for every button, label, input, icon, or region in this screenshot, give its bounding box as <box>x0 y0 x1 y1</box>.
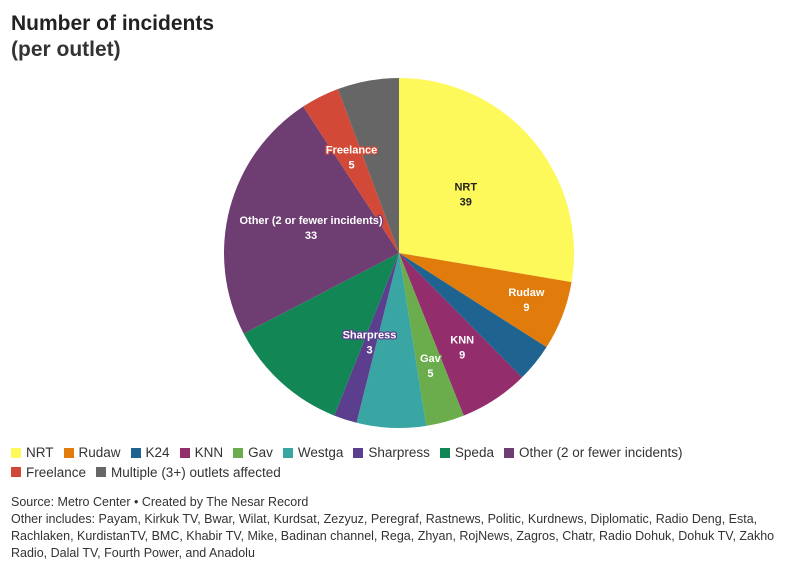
slice-label-value: 5 <box>427 368 433 380</box>
slice-label-nrt: NRT 39 <box>454 182 477 209</box>
slice-label-value: 9 <box>523 302 529 314</box>
legend-label: Other (2 or fewer incidents) <box>518 445 683 460</box>
legend-swatch <box>11 447 21 458</box>
slice-label-name: KNN <box>450 335 474 347</box>
legend-item-rudaw: Rudaw <box>63 443 121 462</box>
pie-slice-gav <box>399 253 464 426</box>
legend-item-multiple-3-outlets-affected: Multiple (3+) outlets affected <box>96 463 281 482</box>
slice-label-knn: KNN 9 <box>449 333 475 363</box>
slice-label-value: 5 <box>349 159 355 171</box>
slice-label-value: 9 <box>459 350 465 362</box>
legend-label: Westga <box>297 445 344 460</box>
legend-item-sharpress: Sharpress <box>353 443 430 462</box>
slice-label-name: Sharpress <box>343 330 397 342</box>
legend-swatch <box>63 447 74 458</box>
legend-label: Speda <box>454 445 494 460</box>
legend-label: Multiple (3+) outlets affected <box>111 464 281 480</box>
legend-item-other-2-or-fewer-incidents: Other (2 or fewer incidents) <box>503 443 683 462</box>
slice-label-name: Gav <box>420 353 442 365</box>
slice-label-value: 3 <box>366 345 372 357</box>
legend-swatch <box>179 447 190 458</box>
legend-label: KNN <box>194 445 224 460</box>
slice-label-other-2-or-fewer-incidents: Other (2 or fewer incidents) 33 <box>238 214 384 244</box>
legend-swatch <box>233 447 244 458</box>
pie-slice-nrt <box>399 78 574 283</box>
legend-swatch <box>353 447 364 458</box>
slice-label-value: 39 <box>460 197 472 209</box>
pie-slice-other-2-or-fewer-incidents <box>224 106 399 334</box>
chart-subtitle: (per outlet) <box>11 38 121 61</box>
legend-swatch <box>282 447 293 458</box>
legend-item-speda: Speda <box>439 443 494 462</box>
other-includes-note: Other includes: Payam, Kirkuk TV, Bwar, … <box>11 512 775 560</box>
legend-label: Rudaw <box>78 445 121 460</box>
pie-slice-knn <box>399 253 523 416</box>
legend-swatch <box>503 447 514 458</box>
legend-swatch <box>439 447 450 458</box>
pie-slice-sharpress <box>334 253 399 423</box>
slice-label-value: 33 <box>305 230 317 242</box>
chart-legend: NRT Rudaw K24 KNN Gav Westga Sharpress Speda Oth… <box>11 443 771 482</box>
pie-slice-westga <box>356 253 427 429</box>
slice-label-name: Other (2 or fewer incidents) <box>239 215 382 227</box>
pie-slice-freelance <box>303 89 399 253</box>
legend-item-knn: KNN <box>179 443 224 462</box>
legend-item-westga: Westga <box>282 443 344 462</box>
pie-slice-multiple-3-outlets-affected <box>337 78 399 253</box>
chart-title: Number of incidents <box>11 12 215 35</box>
slice-label-rudaw: Rudaw 9 <box>507 286 546 316</box>
legend-swatch <box>96 467 107 477</box>
slice-label-sharpress: Sharpress 3 <box>341 328 397 358</box>
legend-item-freelance: Freelance <box>11 463 86 482</box>
legend-label: Gav <box>248 445 273 460</box>
legend-item-gav: Gav <box>233 443 273 462</box>
slice-label-freelance: Freelance 5 <box>325 143 379 173</box>
legend-swatch <box>11 467 21 477</box>
slice-label-name: Freelance <box>326 144 377 156</box>
source-note: Source: Metro Center • Created by The Ne… <box>11 495 309 509</box>
legend-item-k24: K24 <box>130 443 170 462</box>
legend-item-nrt: NRT <box>11 443 54 462</box>
legend-label: Sharpress <box>368 445 430 460</box>
slice-label-name: Rudaw <box>508 287 545 299</box>
pie-slice-speda <box>243 253 399 416</box>
legend-swatch <box>130 447 141 458</box>
pie-chart: NRT 39 Rudaw 9 KNN 9 Gav 5 Sharpress 3 Other (2 or… <box>224 78 574 429</box>
pie-slice-rudaw <box>399 253 572 348</box>
slice-label-name: NRT <box>454 182 477 194</box>
legend-label: K24 <box>145 445 170 460</box>
slice-label-gav: Gav 5 <box>419 352 443 382</box>
legend-label: Freelance <box>26 464 87 480</box>
legend-label: NRT <box>26 445 54 460</box>
chart-footer: Source: Metro Center • Created by The Ne… <box>11 494 786 562</box>
pie-slice-k24 <box>399 253 547 378</box>
